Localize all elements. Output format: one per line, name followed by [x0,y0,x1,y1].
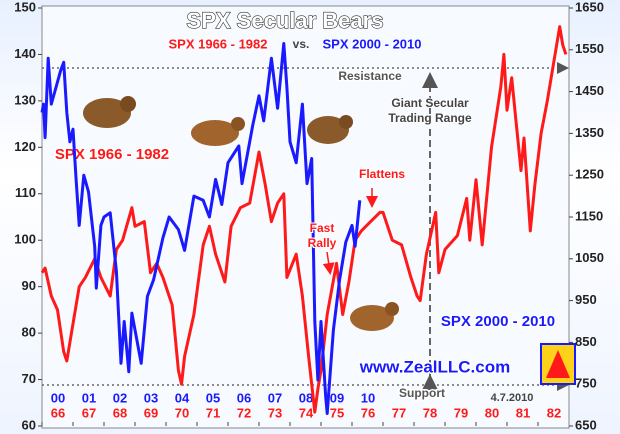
y-tick-label: 120 [14,139,36,154]
bear-icon [83,96,136,128]
resistance-label: Resistance [338,69,402,83]
y2-tick-label: 1150 [575,208,603,223]
subtitle-versus: vs. [293,37,310,51]
flattens-label: Flattens [359,167,405,181]
date-label: 4.7.2010 [491,392,534,404]
y2-tick-label: 950 [575,292,597,307]
support-label: Support [399,386,445,400]
xticks-label: 70 [175,405,189,420]
x2ticks-label: 04 [175,390,190,405]
y2-tick-label: 1550 [575,41,604,56]
xticks-label: 69 [144,405,158,420]
series-line [40,42,362,415]
y-tick-label: 110 [15,185,36,200]
x2ticks-label: 03 [144,390,158,405]
xticks-label: 71 [206,405,220,420]
x2ticks-label: 01 [82,390,96,405]
xticks-label: 78 [423,405,437,420]
xticks-label: 75 [330,405,344,420]
logo [540,343,576,385]
subtitle-blue: SPX 2000 - 2010 [322,36,421,51]
x2ticks-label: 07 [268,390,282,405]
xticks-label: 80 [485,405,499,420]
y-tick-label: 100 [14,232,36,247]
y-tick-label: 60 [22,417,36,432]
y2-tick-label: 1450 [575,83,604,98]
y-tick-label: 130 [14,92,36,107]
y-tick-label: 70 [22,371,36,386]
y2-tick-label: 1250 [575,167,604,182]
xticks-label: 67 [82,405,96,420]
xticks-label: 74 [299,405,314,420]
y2-tick-label: 1350 [575,125,604,140]
xticks-label: 66 [51,405,65,420]
x2ticks-label: 10 [361,390,375,405]
website: www.ZealLLC.com [359,357,511,376]
x2ticks-label: 05 [206,390,220,405]
y2-tick-label: 1050 [575,250,604,265]
x2ticks-label: 02 [113,390,127,405]
y-tick-label: 90 [22,278,36,293]
y2-tick-label: 650 [575,417,597,432]
bull-icon [191,117,245,146]
xticks-label: 72 [237,405,251,420]
xticks-label: 68 [113,405,127,420]
y-tick-label: 80 [22,325,36,340]
x2ticks-label: 08 [299,390,313,405]
series-label-blue: SPX 2000 - 2010 [441,313,555,330]
y2-tick-label: 750 [575,376,597,391]
bull-icon [350,302,399,331]
y2-tick-label: 850 [575,334,597,349]
x2ticks-label: 09 [330,390,344,405]
xticks-label: 76 [361,405,375,420]
trading-range-label: Giant Secular Trading Range [388,96,472,125]
series-label-red: SPX 1966 - 1982 [55,146,169,163]
y-tick-label: 150 [14,0,36,14]
xticks-label: 81 [516,405,530,420]
series-line [40,25,568,414]
rally-arrow [322,251,335,275]
chart-title: SPX Secular Bears [187,8,384,33]
y-tick-label: 140 [14,46,36,61]
x2ticks-label: 00 [51,390,65,405]
x2ticks-label: 06 [237,390,251,405]
fast-rally-label: Fast Rally [307,221,337,250]
xticks-label: 79 [454,405,468,420]
xticks-label: 77 [392,405,406,420]
xticks-label: 82 [547,405,561,420]
bear-icon [307,115,353,144]
xticks-label: 73 [268,405,282,420]
subtitle-red: SPX 1966 - 1982 [168,36,267,51]
y2-tick-label: 1650 [575,0,604,14]
